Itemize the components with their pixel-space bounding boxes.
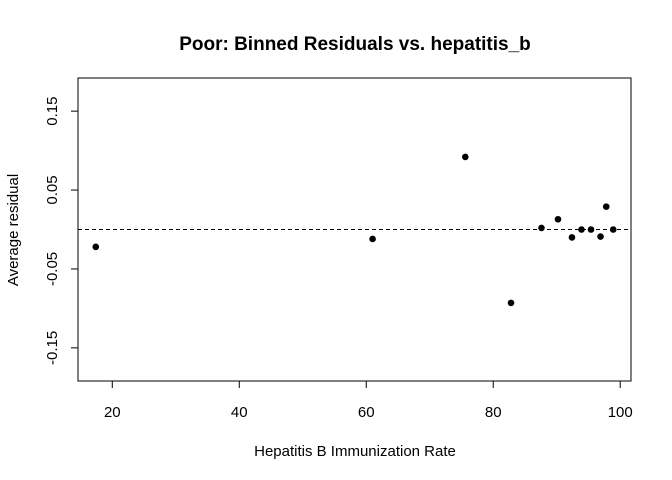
data-point xyxy=(609,226,617,233)
y-tick-label: 0.05 xyxy=(44,175,61,204)
data-point xyxy=(597,233,604,240)
x-tick-label: 100 xyxy=(608,404,633,421)
y-tick-label: 0.15 xyxy=(44,97,61,126)
y-tick-label: -0.05 xyxy=(44,252,61,286)
y-axis-label: Average residual xyxy=(5,174,22,286)
data-point xyxy=(369,235,376,243)
data-point xyxy=(538,224,545,232)
y-tick-label: -0.15 xyxy=(44,331,61,365)
x-tick-label: 40 xyxy=(231,404,248,421)
data-point xyxy=(92,243,100,251)
x-tick-label: 20 xyxy=(104,404,121,421)
data-point xyxy=(568,234,576,241)
data-point xyxy=(578,226,585,233)
data-point xyxy=(554,215,562,223)
chart-title: Poor: Binned Residuals vs. hepatitis_b xyxy=(179,34,531,55)
x-axis-label: Hepatitis B Immunization Rate xyxy=(254,443,456,460)
data-point xyxy=(461,153,469,161)
data-point xyxy=(587,226,595,233)
x-tick-label: 80 xyxy=(485,404,502,421)
data-point xyxy=(602,203,610,210)
data-point xyxy=(507,299,515,307)
x-tick-label: 60 xyxy=(358,404,375,421)
